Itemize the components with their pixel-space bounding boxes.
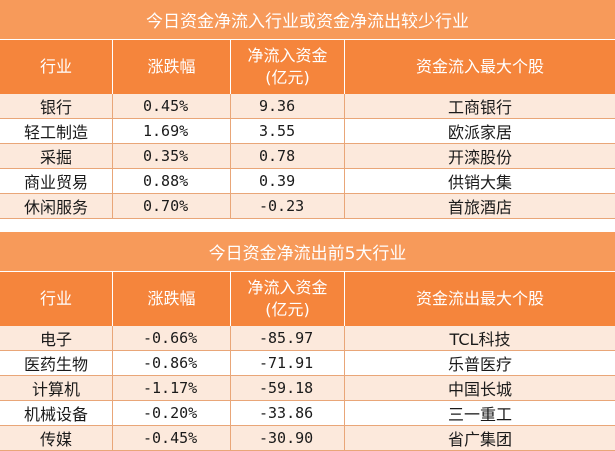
cell-net-flow: -0.23 bbox=[231, 194, 345, 218]
cell-net-flow: -30.90 bbox=[231, 426, 345, 450]
outflow-table-title: 今日资金净流出前5大行业 bbox=[0, 232, 615, 272]
cell-industry: 计算机 bbox=[0, 376, 113, 400]
cell-top-stock: 中国长城 bbox=[447, 380, 512, 399]
cell-industry: 银行 bbox=[0, 94, 113, 118]
header-net-flow: 净流入资金 (亿元) bbox=[231, 272, 345, 326]
cell-industry: 休闲服务 bbox=[0, 194, 113, 218]
cell-top-stock: 乐普医疗 bbox=[447, 355, 512, 374]
cell-industry: 采掘 bbox=[0, 144, 113, 168]
table-row: 电子 -0.66% -85.97 TCL科技 bbox=[0, 326, 615, 351]
outflow-table-header: 行业 涨跌幅 净流入资金 (亿元) 资金流出最大个股 bbox=[0, 272, 615, 326]
outflow-table-body: 电子 -0.66% -85.97 TCL科技 医药生物 -0.86% -71.9… bbox=[0, 326, 615, 451]
table-row: 轻工制造 1.69% 3.55 欧派家居 bbox=[0, 119, 615, 144]
inflow-table-body: 银行 0.45% 9.36 工商银行 轻工制造 1.69% 3.55 欧派家居 … bbox=[0, 94, 615, 219]
cell-industry: 传媒 bbox=[0, 426, 113, 450]
table-row: 传媒 -0.45% -30.90 省广集团 bbox=[0, 426, 615, 451]
cell-net-flow: -71.91 bbox=[231, 351, 345, 375]
table-row: 采掘 0.35% 0.78 开滦股份 bbox=[0, 144, 615, 169]
cell-top-stock: 欧派家居 bbox=[447, 123, 512, 142]
cell-net-flow: 3.55 bbox=[231, 119, 345, 143]
header-change: 涨跌幅 bbox=[113, 272, 231, 326]
table-row: 机械设备 -0.20% -33.86 三一重工 bbox=[0, 401, 615, 426]
table-row: 休闲服务 0.70% -0.23 首旅酒店 bbox=[0, 194, 615, 219]
cell-top-stock: 工商银行 bbox=[447, 98, 512, 117]
cell-change: -0.86% bbox=[113, 351, 231, 375]
table-row: 银行 0.45% 9.36 工商银行 bbox=[0, 94, 615, 119]
cell-change: -0.20% bbox=[113, 401, 231, 425]
cell-change: 0.45% bbox=[113, 94, 231, 118]
table-row: 商业贸易 0.88% 0.39 供销大集 bbox=[0, 169, 615, 194]
cell-net-flow: -33.86 bbox=[231, 401, 345, 425]
cell-top-stock: 首旅酒店 bbox=[447, 198, 512, 217]
cell-industry: 轻工制造 bbox=[0, 119, 113, 143]
cell-top-stock: 开滦股份 bbox=[447, 148, 512, 167]
header-change: 涨跌幅 bbox=[113, 40, 231, 94]
cell-net-flow: -85.97 bbox=[231, 326, 345, 350]
outflow-table: 今日资金净流出前5大行业 行业 涨跌幅 净流入资金 (亿元) 资金流出最大个股 … bbox=[0, 232, 615, 451]
inflow-table-title: 今日资金净流入行业或资金净流出较少行业 bbox=[0, 0, 615, 40]
cell-industry: 电子 bbox=[0, 326, 113, 350]
cell-top-stock: TCL科技 bbox=[449, 330, 511, 349]
cell-change: -0.66% bbox=[113, 326, 231, 350]
cell-change: 0.70% bbox=[113, 194, 231, 218]
cell-industry: 机械设备 bbox=[0, 401, 113, 425]
table-row: 计算机 -1.17% -59.18 中国长城 bbox=[0, 376, 615, 401]
cell-change: 0.35% bbox=[113, 144, 231, 168]
cell-industry: 商业贸易 bbox=[0, 169, 113, 193]
cell-top-stock: 供销大集 bbox=[447, 173, 512, 192]
cell-net-flow: -59.18 bbox=[231, 376, 345, 400]
cell-change: 1.69% bbox=[113, 119, 231, 143]
header-industry: 行业 bbox=[0, 40, 113, 94]
inflow-table: 今日资金净流入行业或资金净流出较少行业 行业 涨跌幅 净流入资金 (亿元) 资金… bbox=[0, 0, 615, 219]
cell-net-flow: 0.39 bbox=[231, 169, 345, 193]
cell-change: -0.45% bbox=[113, 426, 231, 450]
cell-top-stock: 省广集团 bbox=[447, 430, 512, 449]
cell-net-flow: 9.36 bbox=[231, 94, 345, 118]
header-industry: 行业 bbox=[0, 272, 113, 326]
table-row: 医药生物 -0.86% -71.91 乐普医疗 bbox=[0, 351, 615, 376]
inflow-table-header: 行业 涨跌幅 净流入资金 (亿元) 资金流入最大个股 bbox=[0, 40, 615, 94]
cell-top-stock: 三一重工 bbox=[447, 405, 512, 424]
cell-change: -1.17% bbox=[113, 376, 231, 400]
cell-change: 0.88% bbox=[113, 169, 231, 193]
header-net-flow: 净流入资金 (亿元) bbox=[231, 40, 345, 94]
cell-industry: 医药生物 bbox=[0, 351, 113, 375]
cell-net-flow: 0.78 bbox=[231, 144, 345, 168]
header-top-stock: 资金流出最大个股 bbox=[415, 289, 544, 308]
header-top-stock: 资金流入最大个股 bbox=[415, 57, 544, 76]
